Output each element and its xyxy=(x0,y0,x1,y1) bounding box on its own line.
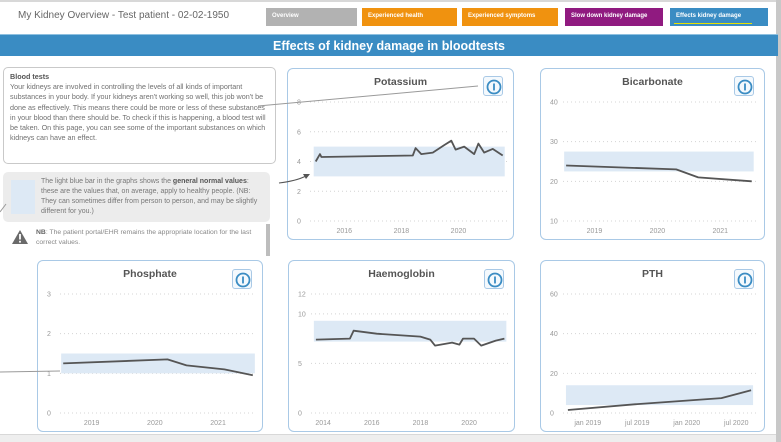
y-tick-label: 12 xyxy=(298,292,306,299)
x-tick-label: 2019 xyxy=(84,420,100,427)
x-tick-label: 2020 xyxy=(650,228,666,235)
y-tick-label: 5 xyxy=(298,361,302,368)
warning-text: NB: The patient portal/EHR remains the a… xyxy=(36,228,266,247)
x-tick-label: 2021 xyxy=(210,420,226,427)
chart-title: PTH xyxy=(642,268,663,280)
chart-title: Potassium xyxy=(373,76,428,88)
x-tick-label: 2018 xyxy=(394,228,410,235)
bicarbonate-info-button[interactable] xyxy=(734,76,754,96)
x-tick-label: 2021 xyxy=(712,228,728,235)
y-tick-label: 6 xyxy=(297,129,301,136)
pth-plot: 0 20 40 60 jan 2019 jul 2019 jan 2020 jul 2020 xyxy=(550,292,758,427)
y-tick-label: 2 xyxy=(47,331,51,338)
legend-text-after: : these are the values that, on average,… xyxy=(41,178,258,215)
y-tick-label: 8 xyxy=(297,100,301,107)
normal-range-band xyxy=(313,320,507,342)
y-tick-label: 0 xyxy=(550,411,554,418)
phosphate-plot: 0 1 2 3 2019 2020 2021 xyxy=(47,292,256,427)
ehr-warning: NB: The patient portal/EHR remains the a… xyxy=(12,228,274,254)
potassium-series-line xyxy=(314,139,504,162)
info-scrollbar[interactable] xyxy=(266,224,270,256)
normal-values-legend: The light blue bar in the graphs shows t… xyxy=(3,172,270,222)
pth-series-line xyxy=(567,389,752,411)
info-icon xyxy=(737,272,753,288)
app-title: My Kidney Overview - Test patient - 02-0… xyxy=(18,10,230,21)
info-body: Your kidneys are involved in controlling… xyxy=(10,82,266,143)
y-tick-label: 40 xyxy=(550,331,558,338)
x-tick-label: jul 2020 xyxy=(723,420,749,427)
x-tick-label: 2020 xyxy=(461,420,477,427)
y-tick-label: 20 xyxy=(550,371,558,378)
tab-slow-down-kidney-damage[interactable]: Slow down kidney damage xyxy=(565,8,663,26)
y-tick-label: 4 xyxy=(297,159,301,166)
blood-tests-info: Blood tests Your kidneys are involved in… xyxy=(3,67,276,164)
tab-overview[interactable]: Overview xyxy=(266,8,357,26)
page-title: Effects of kidney damage in bloodtests xyxy=(0,34,778,56)
info-icon xyxy=(486,79,502,95)
bicarbonate-chart-card: 10 20 30 40 2019 2020 2021 Bicarbonate xyxy=(540,68,765,240)
normal-band-swatch xyxy=(11,180,35,214)
y-tick-label: 40 xyxy=(550,100,558,107)
x-tick-label: 2020 xyxy=(147,420,163,427)
potassium-info-button[interactable] xyxy=(483,76,503,96)
x-tick-label: 2020 xyxy=(451,228,467,235)
x-tick-label: jan 2019 xyxy=(573,420,601,427)
tab-experienced-health[interactable]: Experienced health xyxy=(362,8,457,26)
y-tick-label: 0 xyxy=(297,219,301,226)
y-tick-label: 10 xyxy=(298,311,306,318)
bicarbonate-series-line xyxy=(566,164,752,183)
x-tick-label: 2016 xyxy=(336,228,352,235)
chart-title: Phosphate xyxy=(123,268,177,280)
info-icon xyxy=(737,79,753,95)
phosphate-info-button[interactable] xyxy=(232,269,252,289)
x-tick-label: 2019 xyxy=(587,228,603,235)
haemoglobin-chart-card: 0 5 10 12 2014 2016 2018 2020 Haemoglobin xyxy=(288,260,515,432)
warning-bold: NB xyxy=(36,229,46,236)
potassium-plot: 0 2 4 6 8 2016 2018 2020 xyxy=(297,100,507,235)
warning-icon xyxy=(12,230,28,244)
top-bar: My Kidney Overview - Test patient - 02-0… xyxy=(0,0,781,30)
y-tick-label: 0 xyxy=(47,411,51,418)
info-icon xyxy=(235,272,251,288)
tab-effects-kidney-damage[interactable]: Effects kidney damage xyxy=(670,8,768,26)
y-tick-label: 30 xyxy=(550,139,558,146)
warning-body: : The patient portal/EHR remains the app… xyxy=(36,229,252,246)
normal-range-band xyxy=(565,385,754,406)
y-tick-label: 1 xyxy=(47,371,51,378)
bicarbonate-plot: 10 20 30 40 2019 2020 2021 xyxy=(550,100,758,235)
y-tick-label: 60 xyxy=(550,292,558,299)
info-icon xyxy=(487,272,503,288)
normal-range-band xyxy=(313,146,505,177)
haemoglobin-plot: 0 5 10 12 2014 2016 2018 2020 xyxy=(298,292,508,427)
legend-text-bold: general normal values xyxy=(172,178,247,185)
tab-experienced-symptoms[interactable]: Experienced symptoms xyxy=(462,8,558,26)
y-tick-label: 2 xyxy=(297,189,301,196)
pth-info-button[interactable] xyxy=(734,269,754,289)
x-tick-label: jan 2020 xyxy=(672,420,700,427)
legend-text-before: The light blue bar in the graphs shows t… xyxy=(41,178,173,185)
legend-text: The light blue bar in the graphs shows t… xyxy=(41,177,266,217)
bottom-scroll-area xyxy=(0,434,776,442)
pth-chart-card: 0 20 40 60 jan 2019 jul 2019 jan 2020 jul 2020 … xyxy=(540,260,765,432)
chart-title: Bicarbonate xyxy=(622,76,683,88)
y-tick-label: 20 xyxy=(550,179,558,186)
chart-title: Haemoglobin xyxy=(368,268,435,280)
x-tick-label: 2018 xyxy=(413,420,429,427)
haemoglobin-series-line xyxy=(315,329,505,347)
phosphate-chart-card: 0 1 2 3 2019 2020 2021 Phosphate xyxy=(37,260,263,432)
y-tick-label: 3 xyxy=(47,292,51,299)
y-tick-label: 0 xyxy=(298,411,302,418)
potassium-chart-card: 0 2 4 6 8 2016 2018 2020 Potassium xyxy=(287,68,514,240)
haemoglobin-info-button[interactable] xyxy=(484,269,504,289)
phosphate-series-line xyxy=(63,358,253,377)
x-tick-label: 2016 xyxy=(364,420,380,427)
info-heading: Blood tests xyxy=(10,72,50,81)
x-tick-label: jul 2019 xyxy=(624,420,650,427)
page-scrollbar[interactable] xyxy=(776,0,781,442)
y-tick-label: 10 xyxy=(550,219,558,226)
x-tick-label: 2014 xyxy=(315,420,331,427)
